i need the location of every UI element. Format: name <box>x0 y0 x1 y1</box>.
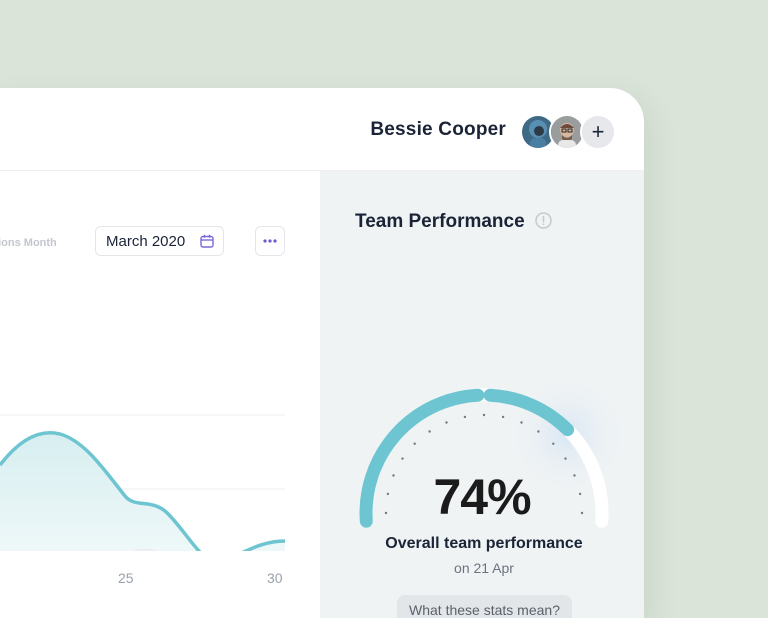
gauge-tick <box>401 457 403 459</box>
date-picker[interactable]: March 2020 <box>95 226 224 256</box>
x-tick-label: 30 <box>267 570 283 586</box>
gauge-tick <box>552 443 554 445</box>
gauge-tick <box>428 430 430 432</box>
gauge-tick <box>537 430 539 432</box>
add-member-button[interactable]: + <box>580 114 616 150</box>
gauge-tick <box>464 416 466 418</box>
gauge-tick <box>483 414 485 416</box>
performance-value: 74% <box>320 468 644 526</box>
area-chart <box>0 311 320 551</box>
more-icon <box>263 239 277 243</box>
top-bar: Bessie Cooper + <box>0 88 644 171</box>
more-options-button[interactable] <box>255 226 285 256</box>
gauge-tick <box>502 416 504 418</box>
gauge-tick <box>520 421 522 423</box>
dashboard-card: Bessie Cooper + sions Month <box>0 88 644 618</box>
period-label: sions Month <box>0 237 57 249</box>
performance-date: on 21 Apr <box>320 560 644 576</box>
date-picker-value: March 2020 <box>106 233 185 250</box>
x-tick-label: 25 <box>118 570 134 586</box>
team-performance-panel: Team Performance 74% Overall team perfor… <box>320 171 644 618</box>
user-name: Bessie Cooper <box>370 119 506 141</box>
stats-help-button[interactable]: What these stats mean? <box>397 595 572 618</box>
gauge-tick <box>445 421 447 423</box>
area-fill <box>0 433 285 551</box>
gauge-tick <box>414 443 416 445</box>
gauge-tick <box>564 457 566 459</box>
overview-panel: sions Month March 2020 <box>0 171 320 618</box>
calendar-icon <box>200 234 214 248</box>
avatar-image <box>551 116 583 148</box>
performance-label: Overall team performance <box>320 535 644 553</box>
